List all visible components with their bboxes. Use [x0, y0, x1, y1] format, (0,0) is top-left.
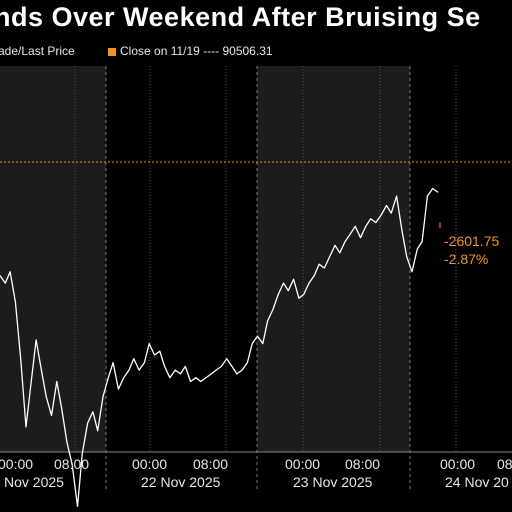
shade-band-0 — [0, 66, 106, 452]
x-tick-time-3: 08:00 — [193, 456, 228, 472]
annotation-label-0: -2601.75 — [444, 233, 499, 249]
x-tick-date-1: Nov 2025 — [4, 474, 64, 490]
x-tick-time-4: 00:00 — [285, 456, 320, 472]
x-tick-date-7: 24 Nov 20 — [445, 474, 509, 490]
x-tick-time-1: 08:00 — [54, 456, 89, 472]
legend-close-label: Close on 11/19 ---- 90506.31 — [120, 44, 273, 58]
x-tick-time-2: 00:00 — [132, 456, 167, 472]
chart-title: nds Over Weekend After Bruising Se — [0, 2, 512, 36]
x-tick-date-5: 23 Nov 2025 — [293, 474, 373, 490]
x-tick-time-5: 08:00 — [345, 456, 380, 472]
legend-close-swatch — [108, 48, 116, 56]
legend: rade/Last Price Close on 11/19 ---- 9050… — [0, 44, 512, 60]
price-series-line — [0, 187, 439, 508]
chart-title-text: nds Over Weekend After Bruising Se — [0, 2, 481, 32]
x-tick-time-6: 00:00 — [440, 456, 475, 472]
legend-trade-price: rade/Last Price — [0, 44, 75, 58]
shade-band-1 — [257, 66, 410, 452]
x-tick-date-3: 22 Nov 2025 — [141, 474, 221, 490]
annotation-label-1: -2.87% — [444, 251, 488, 267]
x-tick-time-7: 08:00 — [497, 456, 512, 472]
x-tick-time-0: 00:00 — [0, 456, 33, 472]
